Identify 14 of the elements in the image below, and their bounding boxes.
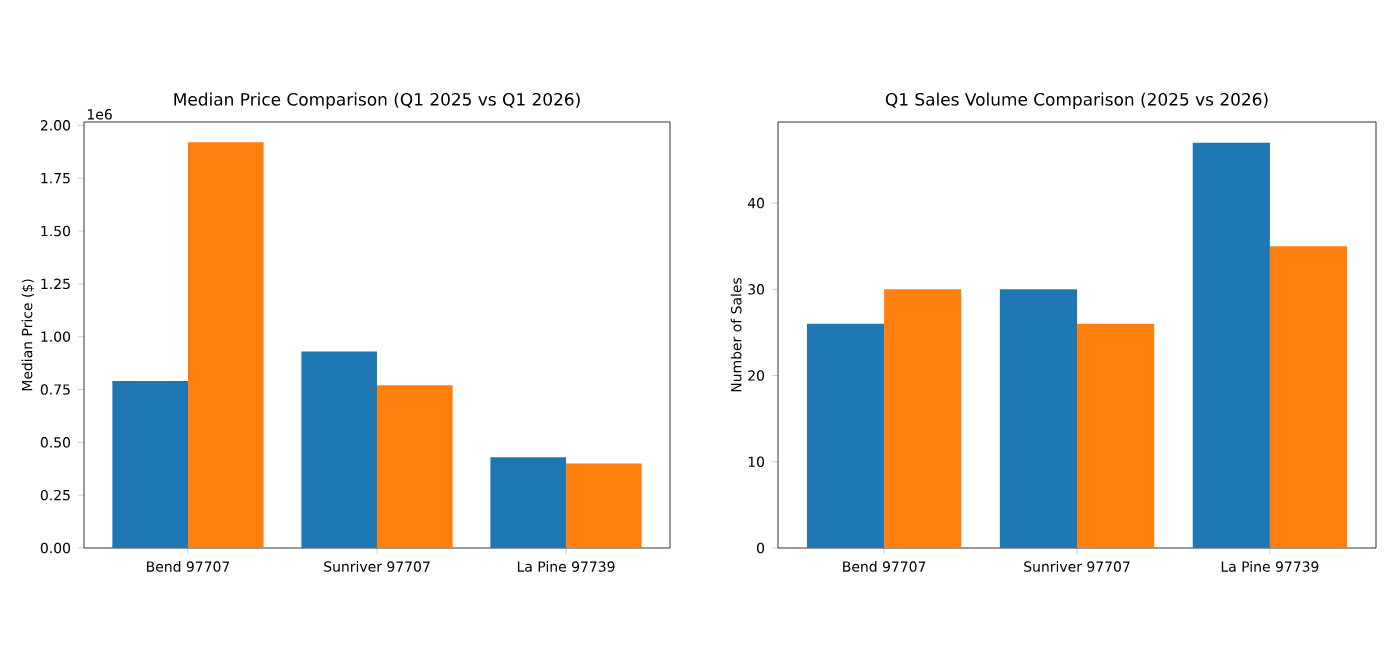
chart-title: Q1 Sales Volume Comparison (2025 vs 2026) (885, 92, 1268, 110)
bar (1269, 246, 1348, 548)
bar (1192, 142, 1270, 548)
bar (377, 385, 453, 548)
bar (806, 323, 885, 548)
bar (187, 142, 264, 548)
bar (566, 463, 642, 548)
bar (490, 457, 567, 548)
bar (1077, 323, 1155, 548)
bar (112, 381, 188, 548)
chart-title: Median Price Comparison (Q1 2025 vs Q1 2026) (174, 92, 580, 110)
bar (301, 351, 378, 548)
bar (884, 289, 962, 548)
bar (999, 289, 1078, 548)
